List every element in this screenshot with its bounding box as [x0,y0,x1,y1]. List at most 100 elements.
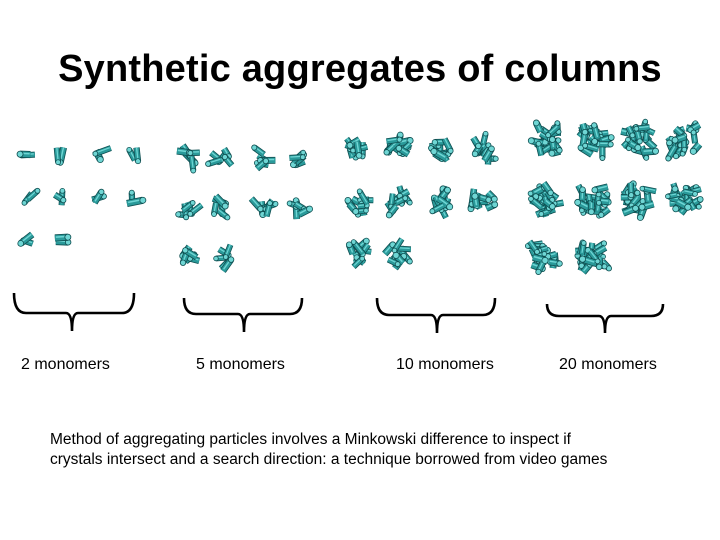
crystal-column-highlight [190,204,202,213]
aggregate [251,144,276,172]
aggregate [524,239,563,275]
crystal-column-cap [643,154,650,161]
label-2-monomers: 2 monomers [21,356,110,373]
crystal-column-cap [189,200,196,206]
crystal-column-cap [34,187,41,194]
crystal-column-cap [257,205,264,213]
crystal-column-highlight [543,182,551,192]
aggregate [574,183,612,219]
aggregate [428,137,454,163]
crystal-column-cap [596,199,602,206]
crystal-column-cap [625,136,631,143]
crystal-column-cap [681,146,688,153]
crystal-column-highlight [390,193,394,205]
crystal-column-cap [395,145,403,152]
crystal-column-highlight [548,125,558,135]
crystal-column-cap [396,136,403,143]
crystal-column-cap [692,191,698,197]
crystal-column-cap [556,260,563,267]
crystal-column-cap [684,203,692,211]
crystal-column-cap [574,198,582,206]
crystal-column-cap [64,233,72,241]
aggregate [344,136,369,161]
aggregate [53,146,67,166]
aggregate [289,149,307,169]
aggregate [574,239,612,275]
aggregate [53,188,67,206]
aggregate [345,237,372,269]
crystal-column-highlight [684,190,695,194]
crystal-column-cap [205,160,212,167]
crystal-column-cap [541,251,548,257]
crystal-column-cap [690,129,697,136]
crystal-column-cap [607,134,615,141]
crystal-column-cap [59,188,66,194]
crystal-column-cap [446,203,454,211]
crystal-column-highlight [643,187,656,191]
crystal-column-cap [639,185,645,192]
crystal-column-cap [532,119,540,127]
crystal-column-cap [579,255,587,263]
crystal-column-highlight [438,197,450,207]
crystal-column-highlight [208,158,221,164]
aggregate [91,188,107,205]
crystal-column-cap [344,196,352,204]
crystal-column-cap [262,157,269,165]
crystal-column-cap [359,255,365,262]
aggregate [620,118,659,161]
crystal-column-highlight [21,233,32,243]
crystal-column-cap [633,125,640,132]
crystal-column-cap [402,195,409,202]
crystal-column-highlight [96,147,110,154]
aggregate [17,231,35,247]
aggregate [344,188,374,218]
crystal-column-cap [642,118,649,125]
crystal-column-cap [652,147,659,155]
label-5-monomers: 5 monomers [196,356,285,373]
label-20-monomers: 20 monomers [559,356,657,373]
crystal-column-cap [350,239,357,245]
aggregate [16,150,36,159]
aggregate [620,180,657,221]
crystal-column-cap [286,200,293,207]
crystal-column-cap [527,190,534,197]
crystal-column-highlight [135,147,139,160]
crystal-column-cap [182,247,189,254]
crystal-column-cap [211,211,217,218]
aggregate [576,122,615,161]
crystal-column-cap [406,258,413,265]
crystal-column-cap [299,154,306,160]
crystal-column-cap [224,214,231,221]
brace-20-monomers [545,303,665,334]
crystal-column-cap [92,150,99,157]
crystal-column-cap [139,196,147,204]
crystal-column-cap [363,237,370,245]
crystal-column-highlight [215,195,226,206]
crystal-column-highlight [637,125,649,129]
crystal-column-cap [430,147,438,155]
crystal-column-cap [488,145,495,153]
crystal-column-cap [346,141,354,149]
crystal-column-cap [534,249,540,255]
aggregate [54,233,72,246]
crystal-column-cap [213,255,219,262]
crystal-column-highlight [594,246,606,254]
crystal-column-cap [671,136,679,144]
crystal-column-cap [696,203,702,210]
crystal-column-cap [632,205,639,212]
group-20-monomers [524,118,704,275]
crystal-column-cap [579,186,586,193]
crystal-column-cap [636,138,643,145]
crystal-column-cap [665,193,671,200]
crystal-column-cap [491,201,499,208]
aggregate [248,196,279,218]
crystal-column-highlight [127,198,142,204]
aggregate [175,200,204,221]
crystal-column-cap [363,207,369,214]
crystal-column-cap [383,149,390,156]
crystal-column-cap [55,159,61,166]
crystal-column-highlight [589,250,598,261]
crystal-column-highlight [432,204,444,211]
crystal-column-cap [17,240,25,247]
